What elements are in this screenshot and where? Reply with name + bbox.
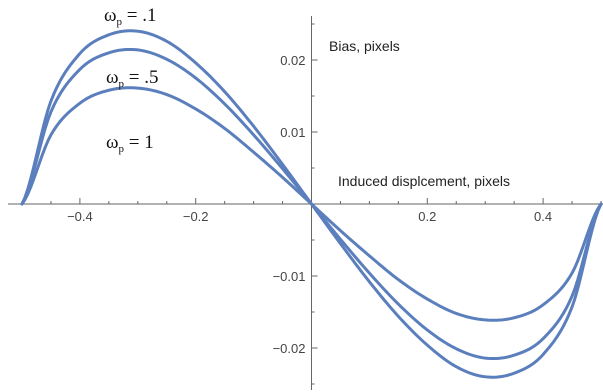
x-ticks: −0.4 −0.2 0.2 0.4 xyxy=(21,198,602,224)
x-tick-label: 0.4 xyxy=(534,209,552,224)
x-axis-title: Induced displcement, pixels xyxy=(338,173,510,189)
x-tick-label: 0.2 xyxy=(418,209,436,224)
annotation-subscript: p xyxy=(117,16,123,28)
series-layer xyxy=(20,29,603,379)
annotation-symbol: ω xyxy=(104,5,117,26)
annotation-value: = .1 xyxy=(122,5,156,26)
annotation-value: = .5 xyxy=(124,67,158,88)
annotation-subscript: p xyxy=(119,143,125,155)
y-tick-label: −0.02 xyxy=(273,341,306,356)
annotation-symbol: ω xyxy=(106,132,119,153)
y-tick-label: −0.01 xyxy=(273,269,306,284)
annotation-value: = 1 xyxy=(124,132,154,153)
x-tick-label: −0.2 xyxy=(183,209,209,224)
x-tick-label: −0.4 xyxy=(67,209,93,224)
annotation-omega-p-1: ωp = 1 xyxy=(106,132,154,155)
annotation-omega-p-0.5: ωp = .5 xyxy=(106,67,158,90)
y-tick-label: 0.01 xyxy=(280,125,305,140)
y-ticks: 0.02 0.01 −0.01 −0.02 xyxy=(273,23,318,385)
annotation-subscript: p xyxy=(119,78,125,90)
series-line-3 xyxy=(20,86,603,322)
annotation-symbol: ω xyxy=(106,67,119,88)
annotation-omega-p-0.1: ωp = .1 xyxy=(104,5,156,28)
y-tick-label: 0.02 xyxy=(280,53,305,68)
y-axis-title: Bias, pixels xyxy=(329,38,400,54)
